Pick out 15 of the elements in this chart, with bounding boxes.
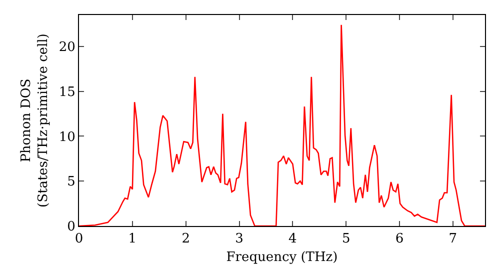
x-tick-label: 1 [128, 232, 137, 247]
y-tick-label: 10 [58, 130, 76, 145]
x-tick-label: 2 [182, 232, 190, 247]
y-axis-title: Phonon DOS (States/THz·primitive cell) [18, 33, 51, 208]
y-tick-label: 15 [58, 84, 76, 100]
y-tick-label: 0 [67, 220, 76, 235]
y-tick-label: 5 [67, 174, 76, 190]
y-tick-label: 20 [58, 40, 76, 55]
x-tick-label: 4 [288, 232, 297, 247]
x-tick-label: 3 [235, 232, 244, 247]
x-tick-label: 7 [448, 232, 458, 247]
x-tick-label: 6 [395, 232, 404, 247]
x-tick-label: 5 [342, 232, 350, 247]
line-series [79, 24, 485, 226]
x-axis-title: Frequency (THz) [226, 250, 338, 266]
